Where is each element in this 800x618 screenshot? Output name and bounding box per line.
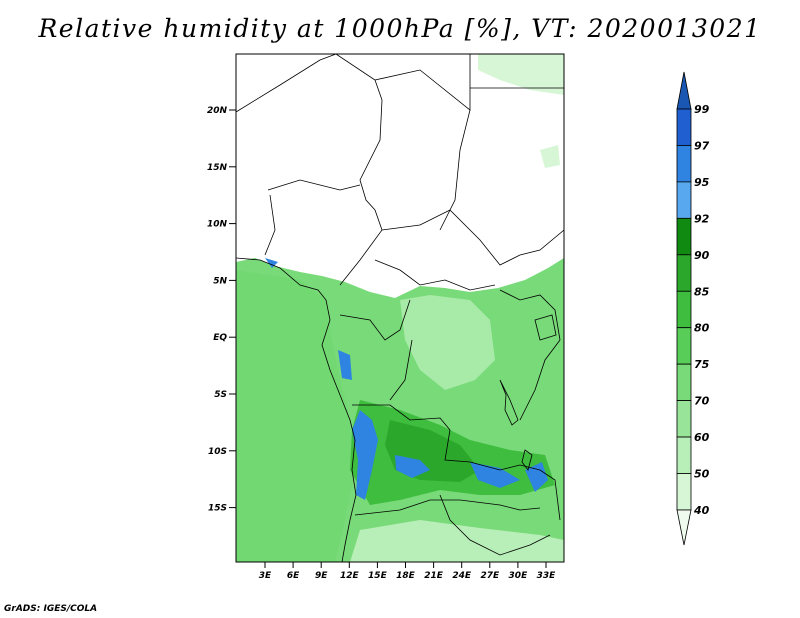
longitude-ticks: 3E 6E 9E 12E 15E 18E 21E 24E 27E 30E 33E [259, 562, 556, 581]
colorbar-segment [676, 145, 692, 183]
colorbar-label: 85 [694, 285, 710, 298]
lat-tick-label: 15S [208, 504, 227, 514]
lat-tick-label: 5N [213, 276, 227, 286]
lon-tick-label: 15E [368, 571, 388, 581]
colorbar-label: 80 [694, 322, 710, 335]
lat-tick-label: 10S [208, 447, 227, 457]
country-borders [236, 54, 564, 562]
colorbar-label: 92 [694, 212, 710, 225]
colorbar-segment [676, 327, 692, 365]
colorbar-label: 75 [694, 358, 710, 371]
lat-tick-label: 10N [207, 220, 228, 230]
colorbar-segment [676, 363, 692, 401]
lon-tick-label: 9E [315, 571, 328, 581]
colorbar-label: 90 [694, 249, 710, 262]
lon-tick-label: 33E [537, 571, 557, 581]
colorbar-bottom-arrow [676, 509, 692, 546]
blue-patch [395, 455, 430, 478]
lon-tick-label: 3E [259, 571, 272, 581]
humidity-field [236, 54, 564, 562]
colorbar-label: 60 [694, 431, 710, 444]
colorbar-segment [676, 473, 692, 511]
lon-tick-label: 18E [396, 571, 416, 581]
blue-patch [338, 350, 352, 380]
map-frame [235, 53, 565, 563]
light-interior [400, 295, 495, 390]
lat-tick-label: 15N [207, 163, 228, 173]
colorbar-segment [676, 181, 692, 219]
colorbar-segment [676, 436, 692, 474]
lon-tick-label: 27E [480, 571, 500, 581]
blue-patch [470, 462, 520, 488]
lon-tick-label: 12E [340, 571, 360, 581]
lat-tick-label: EQ [213, 333, 227, 343]
colorbar-segment [676, 400, 692, 438]
map-title: Relative humidity at 1000hPa [%], VT: 20… [38, 14, 762, 43]
colorbar-label: 99 [694, 103, 710, 116]
lon-tick-label: 30E [509, 571, 529, 581]
ocean-band [236, 270, 355, 562]
grads-footer: GrADS: IGES/COLA [4, 604, 98, 614]
colorbar: 99 97 95 92 90 85 80 75 70 60 50 40 [676, 71, 710, 546]
colorbar-label: 97 [694, 139, 710, 152]
colorbar-segment [676, 217, 692, 256]
blue-patch [352, 410, 378, 500]
colorbar-label: 40 [693, 504, 710, 517]
lat-tick-label: 5S [214, 390, 227, 400]
colorbar-label: 70 [694, 395, 710, 408]
colorbar-label: 95 [694, 176, 710, 189]
colorbar-label: 50 [694, 468, 710, 481]
lon-tick-label: 6E [287, 571, 300, 581]
colorbar-segment [676, 108, 692, 146]
colorbar-segment [676, 290, 692, 329]
lat-tick-label: 20N [207, 106, 228, 116]
blue-patch [525, 462, 548, 492]
lon-tick-label: 24E [452, 571, 472, 581]
colorbar-top-arrow [676, 71, 692, 110]
colorbar-segment [676, 254, 692, 292]
latitude-ticks: 20N 15N 10N 5N EQ 5S 10S 15S [207, 106, 236, 514]
lon-tick-label: 21E [424, 571, 444, 581]
blue-patch [265, 258, 278, 268]
